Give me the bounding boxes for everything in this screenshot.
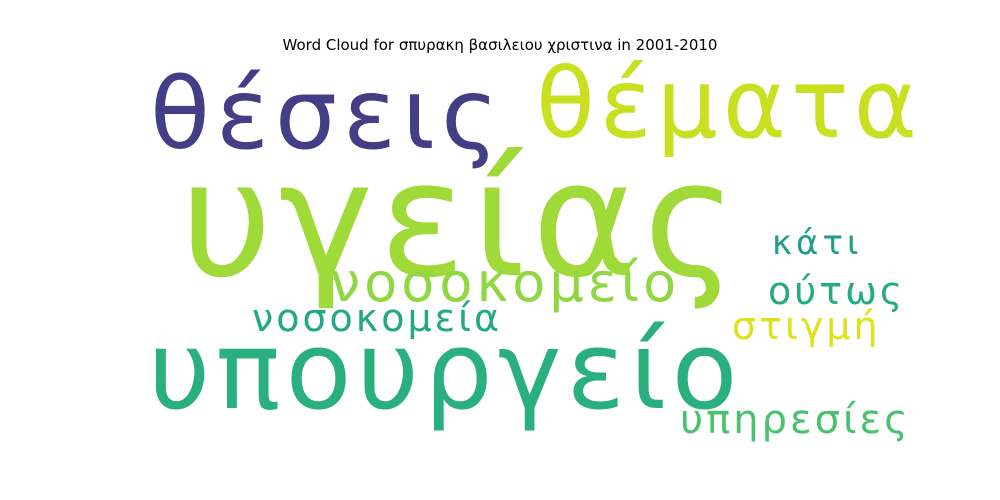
word-kati: κάτι bbox=[772, 223, 863, 263]
word-nosokomeio: νοσοκομείο bbox=[330, 251, 681, 314]
word-ypourgeio: υπουργείο bbox=[148, 309, 743, 434]
word-nosokomeia: νοσοκομεία bbox=[252, 296, 503, 340]
word-ypiresies: υπηρεσίες bbox=[680, 397, 911, 443]
word-stigmi: στιγμή bbox=[732, 304, 881, 348]
word-theseis: θέσεις bbox=[150, 58, 505, 172]
word-ygeias: υγείας bbox=[180, 126, 744, 313]
word-themata: θέματα bbox=[536, 48, 923, 160]
word-outos: ούτως bbox=[768, 269, 906, 313]
chart-title: Word Cloud for σπυρακη βασιλειου χριστιν… bbox=[282, 36, 718, 54]
